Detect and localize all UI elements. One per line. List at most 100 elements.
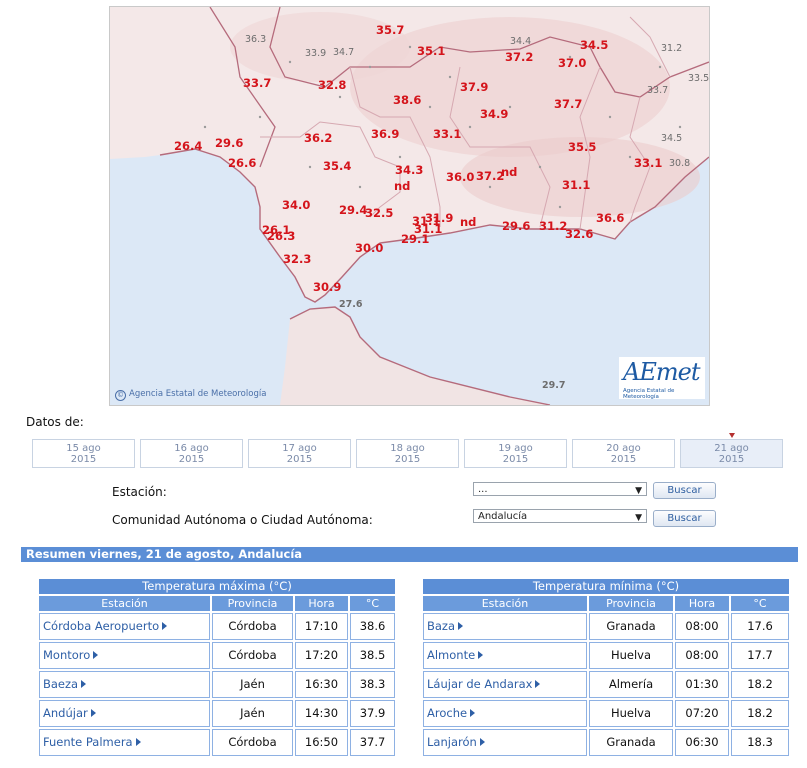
provincia-cell: Huelva	[589, 642, 673, 669]
date-tab-year: 2015	[394, 454, 421, 465]
col-grados: °C	[731, 596, 789, 611]
map-value: nd	[460, 215, 477, 229]
map-value: 36.9	[371, 127, 400, 141]
tmin-header: Estación Provincia Hora °C	[423, 596, 789, 611]
tmax-header: Estación Provincia Hora °C	[39, 596, 395, 611]
date-tab[interactable]: 19 ago 2015	[464, 439, 567, 468]
map-value: 37.7	[554, 97, 583, 111]
map-value: 33.5	[688, 73, 710, 84]
temp-cell: 38.6	[350, 613, 395, 640]
buscar-comunidad-button[interactable]: Buscar	[653, 510, 716, 527]
map-value: 31.1	[412, 214, 441, 228]
aemet-logo-subtitle: Agencia Estatal de Meteorología	[623, 388, 675, 400]
hora-cell: 17:10	[295, 613, 348, 640]
station-link[interactable]: Aroche	[423, 700, 587, 727]
map-value: nd	[501, 165, 518, 179]
map-value: 29.4	[339, 203, 368, 217]
aemet-logo-mark: AEmet	[623, 358, 700, 386]
map-value: 32.3	[283, 252, 312, 266]
date-tab[interactable]: 18 ago 2015	[356, 439, 459, 468]
map-value: 34.5	[661, 133, 683, 144]
station-link[interactable]: Lanjarón	[423, 729, 587, 756]
provincia-cell: Granada	[589, 613, 673, 640]
col-estacion: Estación	[423, 596, 587, 611]
map-value: 31.9	[425, 211, 454, 225]
map-value: 35.7	[376, 23, 405, 37]
temp-cell: 38.5	[350, 642, 395, 669]
date-tab[interactable]: 15 ago 2015	[32, 439, 135, 468]
station-link[interactable]: Almonte	[423, 642, 587, 669]
date-tab-year: 2015	[178, 454, 205, 465]
comunidad-label: Comunidad Autónoma o Ciudad Autónoma:	[112, 513, 373, 527]
date-tab[interactable]: 20 ago 2015	[572, 439, 675, 468]
aemet-logo: AEmet Agencia Estatal de Meteorología	[619, 357, 705, 400]
map-value: 33.1	[433, 127, 462, 141]
station-link[interactable]: Láujar de Andarax	[423, 671, 587, 698]
station-link[interactable]: Montoro	[39, 642, 210, 669]
buscar-estacion-button[interactable]: Buscar	[653, 482, 716, 499]
hora-cell: 14:30	[295, 700, 348, 727]
table-row: Córdoba Aeropuerto Córdoba 17:10 38.6	[39, 613, 395, 640]
date-tab[interactable]: 17 ago 2015	[248, 439, 351, 468]
map-value: 30.9	[313, 280, 342, 294]
map-value: 37.2	[476, 169, 505, 183]
station-name: Córdoba Aeropuerto	[43, 619, 160, 633]
date-tabs: 15 ago 2015 16 ago 2015 17 ago 2015 18 a…	[32, 433, 784, 470]
date-tab-day: 18 ago	[390, 443, 425, 454]
hora-cell: 07:20	[675, 700, 729, 727]
map-value: 26.1	[262, 223, 291, 237]
station-name: Baeza	[43, 677, 79, 691]
arrow-right-icon	[81, 680, 87, 688]
date-tab-day: 16 ago	[174, 443, 209, 454]
map-credit: © Agencia Estatal de Meteorología	[115, 389, 266, 401]
date-tab[interactable]: 16 ago 2015	[140, 439, 243, 468]
station-name: Aroche	[427, 706, 468, 720]
map-value: 30.8	[669, 158, 691, 169]
date-tab-day: 15 ago	[66, 443, 101, 454]
station-name: Montoro	[43, 648, 91, 662]
date-tab-year: 2015	[286, 454, 313, 465]
date-tab-day: 19 ago	[498, 443, 533, 454]
station-link[interactable]: Baeza	[39, 671, 210, 698]
provincia-cell: Córdoba	[212, 642, 293, 669]
table-row: Almonte Huelva 08:00 17.7	[423, 642, 789, 669]
map-value: 33.7	[647, 85, 669, 96]
map-value: 38.6	[393, 93, 422, 107]
arrow-right-icon	[135, 738, 141, 746]
station-link[interactable]: Córdoba Aeropuerto	[39, 613, 210, 640]
temp-cell: 37.7	[350, 729, 395, 756]
hora-cell: 16:30	[295, 671, 348, 698]
temp-cell: 17.6	[731, 613, 789, 640]
arrow-right-icon	[535, 680, 541, 688]
tmax-caption: Temperatura máxima (°C)	[39, 579, 395, 594]
table-row: Láujar de Andarax Almería 01:30 18.2	[423, 671, 789, 698]
date-tab-selected[interactable]: 21 ago 2015	[680, 433, 783, 468]
tmin-caption: Temperatura mínima (°C)	[423, 579, 789, 594]
date-tab-year: 2015	[610, 454, 637, 465]
map-value: 32.8	[318, 78, 347, 92]
arrow-right-icon	[93, 651, 99, 659]
hora-cell: 08:00	[675, 642, 729, 669]
comunidad-select[interactable]: Andalucía ▼	[473, 509, 647, 523]
station-link[interactable]: Fuente Palmera	[39, 729, 210, 756]
station-name: Lanjarón	[427, 735, 477, 749]
dropdown-arrow-icon: ▼	[635, 513, 642, 523]
map-value: 36.6	[596, 211, 625, 225]
provincia-cell: Almería	[589, 671, 673, 698]
arrow-right-icon	[90, 709, 96, 717]
table-row: Fuente Palmera Córdoba 16:50 37.7	[39, 729, 395, 756]
station-name: Baza	[427, 619, 456, 633]
station-link[interactable]: Baza	[423, 613, 587, 640]
estacion-label: Estación:	[112, 485, 167, 499]
provincia-cell: Jaén	[212, 671, 293, 698]
date-tab-year: 2015	[502, 454, 529, 465]
temp-cell: 18.2	[731, 700, 789, 727]
map-value: 31.2	[539, 219, 568, 233]
estacion-select[interactable]: ... ▼	[473, 482, 647, 496]
map-value: 35.5	[568, 140, 597, 154]
date-tab-day: 17 ago	[282, 443, 317, 454]
station-link[interactable]: Andújar	[39, 700, 210, 727]
map-value: 36.2	[304, 131, 333, 145]
map-value: 34.5	[580, 38, 609, 52]
temp-cell: 17.7	[731, 642, 789, 669]
